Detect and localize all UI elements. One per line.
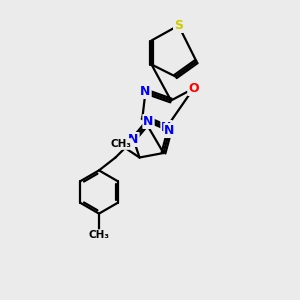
Text: N: N [128, 133, 139, 146]
Text: CH₃: CH₃ [110, 139, 131, 149]
Text: S: S [174, 19, 183, 32]
Text: N: N [161, 121, 172, 134]
Text: N: N [164, 124, 175, 137]
Text: CH₃: CH₃ [88, 230, 110, 240]
Text: O: O [188, 82, 199, 95]
Text: N: N [140, 85, 151, 98]
Text: N: N [143, 115, 154, 128]
